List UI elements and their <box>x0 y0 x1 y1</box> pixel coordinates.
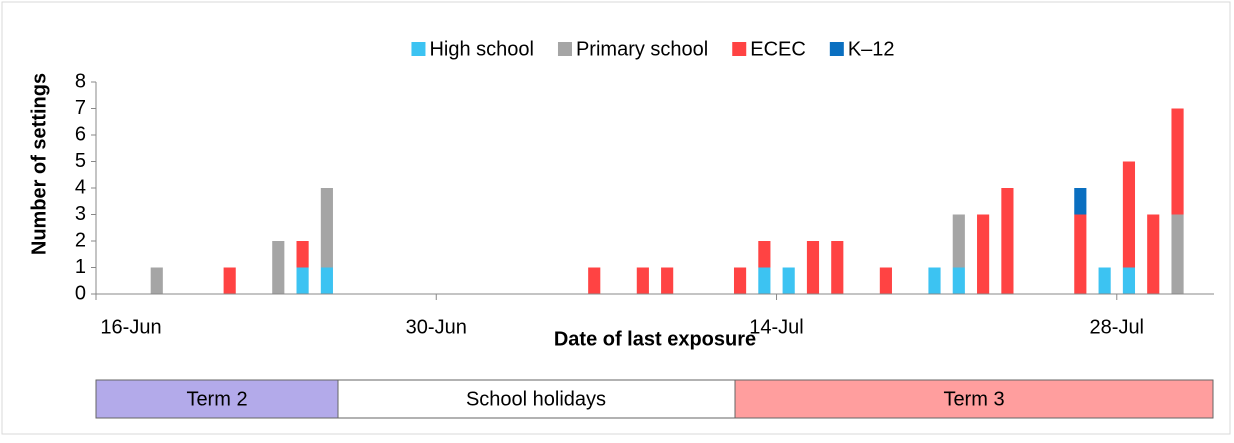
legend-label: K–12 <box>848 38 895 60</box>
bar-segment <box>952 214 965 268</box>
bar-segment <box>296 267 309 294</box>
legend-swatch <box>732 42 747 56</box>
y-tick-label: 0 <box>75 282 86 304</box>
y-tick-label: 3 <box>75 203 86 225</box>
bar-segment <box>1001 188 1014 294</box>
y-tick-label: 4 <box>75 176 86 198</box>
bar-segment <box>1122 267 1136 294</box>
bar-segment <box>1074 214 1087 294</box>
x-tick-label: 16-Jun <box>100 316 161 338</box>
bar-segment <box>272 241 285 294</box>
bar-segment <box>320 267 333 294</box>
x-axis-label: Date of last exposure <box>554 328 756 350</box>
bar-segment <box>1171 214 1184 294</box>
bar-segment <box>636 267 649 294</box>
term-label: Term 3 <box>943 388 1004 410</box>
bar-segment <box>1147 214 1160 294</box>
term-band <box>734 379 1214 419</box>
y-tick-label: 8 <box>75 70 86 92</box>
y-tick-label: 5 <box>75 150 86 172</box>
bar-segment <box>782 267 795 294</box>
legend-swatch <box>829 42 844 56</box>
bar-segment <box>1122 161 1136 268</box>
bar-segment <box>150 267 163 294</box>
legend-label: High school <box>429 38 534 60</box>
x-tick-label: 30-Jun <box>406 316 467 338</box>
bar-segment <box>758 267 771 294</box>
bar-segment <box>1171 108 1184 215</box>
bar-segment <box>320 188 333 268</box>
y-tick-label: 7 <box>75 97 86 119</box>
bar-segment <box>758 241 771 268</box>
bar-segment <box>1074 188 1087 215</box>
x-tick-label: 28-Jul <box>1090 316 1144 338</box>
bar-segment <box>223 267 236 294</box>
bar-segment <box>928 267 941 294</box>
term-band <box>95 379 339 419</box>
bar-segment <box>879 267 892 294</box>
bar-segment <box>952 267 965 294</box>
legend-swatch <box>411 42 426 56</box>
term-label: Term 2 <box>186 388 247 410</box>
bar-segment <box>806 241 820 294</box>
y-axis-label: Number of settings <box>28 73 50 255</box>
bar-segment <box>588 267 601 294</box>
legend-label: ECEC <box>750 38 806 60</box>
legend-label: Primary school <box>576 38 708 60</box>
bar-segment <box>733 267 747 294</box>
bar-segment <box>661 267 674 294</box>
bar-segment <box>296 241 309 268</box>
legend-swatch <box>557 42 572 56</box>
y-tick-label: 2 <box>75 229 86 251</box>
term-label: School holidays <box>466 388 606 410</box>
x-tick-label: 14-Jul <box>749 316 803 338</box>
bar-segment <box>831 241 844 294</box>
bar-segment <box>1098 267 1111 294</box>
y-tick-label: 1 <box>75 256 86 278</box>
term-band <box>337 379 736 419</box>
y-tick-label: 6 <box>75 123 86 145</box>
bar-segment <box>977 214 990 294</box>
chart-frame <box>1 1 1231 435</box>
